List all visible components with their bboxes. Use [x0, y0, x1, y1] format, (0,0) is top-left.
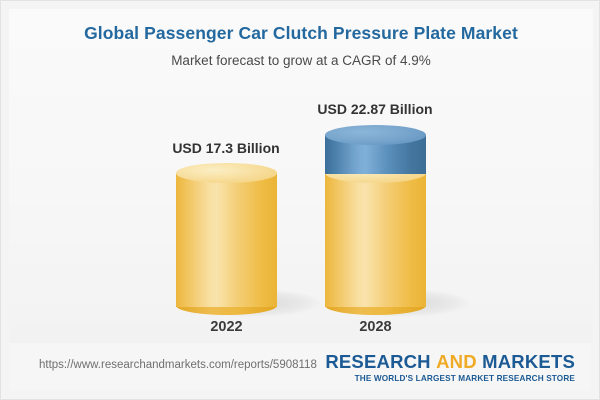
plot-area — [9, 9, 593, 345]
bar-2028-top-ellipse — [325, 125, 426, 145]
logo-tagline: THE WORLD'S LARGEST MARKET RESEARCH STOR… — [354, 374, 575, 383]
category-label-2022: 2022 — [210, 319, 243, 335]
bar-2022-top-ellipse — [176, 163, 277, 183]
bar-2028[interactable] — [325, 125, 426, 315]
bar-2022[interactable] — [176, 163, 277, 315]
value-label-2028: USD 22.87 Billion — [317, 101, 433, 117]
category-label-2028: 2028 — [359, 319, 392, 335]
brand-logo[interactable]: RESEARCH AND MARKETS THE WORLD'S LARGEST… — [325, 351, 575, 383]
footer: https://www.researchandmarkets.com/repor… — [9, 343, 591, 391]
value-label-2022: USD 17.3 Billion — [172, 140, 280, 156]
chart-title: Global Passenger Car Clutch Pressure Pla… — [84, 23, 518, 43]
chart-subtitle: Market forecast to grow at a CAGR of 4.9… — [171, 53, 431, 68]
bar-2022-body — [176, 173, 277, 307]
logo-word-markets: MARKETS — [482, 351, 575, 372]
report-url[interactable]: https://www.researchandmarkets.com/repor… — [39, 359, 317, 371]
bar-2028-body-yellow — [325, 173, 426, 307]
logo-wordmark: RESEARCH AND MARKETS — [325, 351, 575, 373]
logo-word-and-text: AND — [436, 351, 477, 372]
logo-word-research: RESEARCH — [325, 351, 431, 372]
